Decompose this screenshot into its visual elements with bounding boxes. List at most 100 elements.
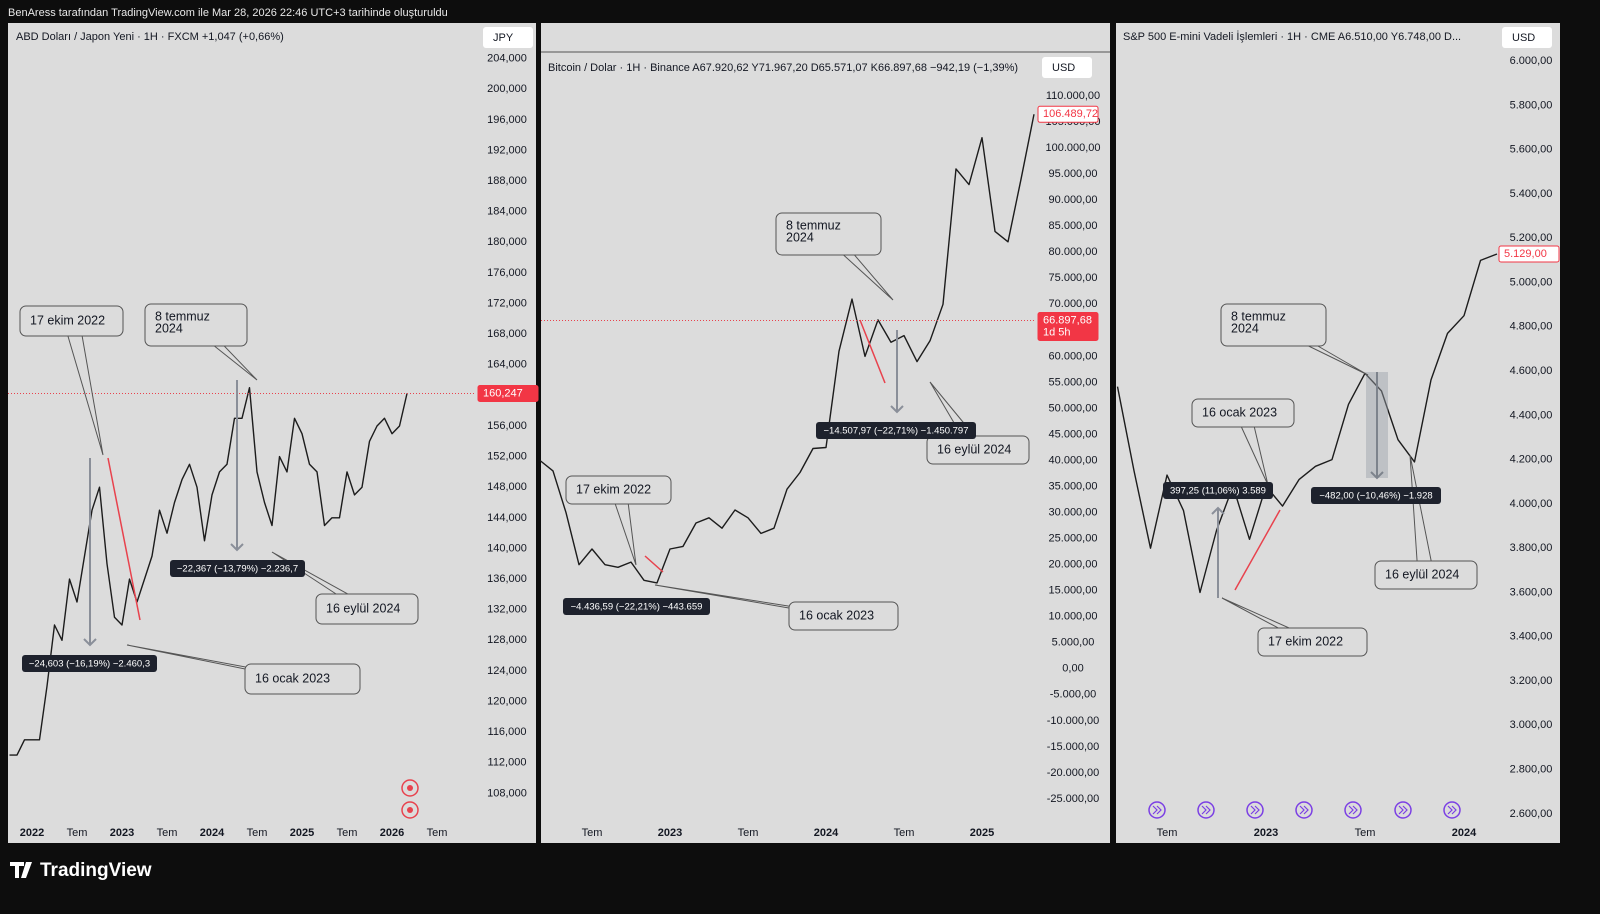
y-tick-label: 128,000 [487,634,527,646]
callout-pointer [654,584,852,617]
y-tick-label: 176,000 [487,267,527,279]
y-tick-label: -15.000,00 [1047,741,1100,753]
callout-box [19,305,124,337]
y-tick-label: 85.000,00 [1049,220,1098,232]
event-icon-arrow [1152,805,1162,815]
callout-text: 16 ocak 2023 [255,671,330,685]
callout-pointer [1409,454,1435,576]
measure-label: −482,00 (−10,46%) −1.928 [1319,491,1432,502]
measure-badge [1163,482,1273,499]
y-tick-label: 55.000,00 [1049,376,1098,388]
y-tick-label: 2.800,00 [1510,763,1553,775]
measure-label: −24,603 (−16,19%) −2.460,3 [29,659,150,670]
x-tick-label: 2024 [200,827,225,839]
trend-line [644,555,664,573]
y-tick-label: 3.400,00 [1510,631,1553,643]
y-tick-label: 100.000,00 [1045,142,1100,154]
callout-box [1257,627,1368,657]
trend-line [1234,509,1281,591]
last-price-label: 5.129,00 [1504,248,1547,260]
y-tick-label: 108,000 [487,787,527,799]
event-icon-arrow [1250,805,1260,815]
y-tick-label: 95.000,00 [1049,168,1098,180]
last-price-label: 106.489,72 [1043,108,1098,120]
panel-bg [8,23,536,843]
measure-badge [1311,487,1441,504]
x-tick-label: Tem [427,827,448,839]
x-tick-label: 2024 [1452,827,1477,839]
callout-pointer [820,233,894,301]
x-tick-label: Tem [738,827,759,839]
y-tick-label: 110.000,00 [1046,90,1100,102]
callout-box [775,212,882,256]
currency-label: USD [1512,32,1535,44]
x-tick-label: Tem [894,827,915,839]
currency-badge [1042,57,1092,78]
alert-icon [401,779,419,797]
chart-panel: S&P 500 E-mini Vadeli İşlemleri · 1H · C… [1116,23,1560,843]
chart-panel: ABD Doları / Japon Yeni · 1H · FXCM +1,0… [8,23,539,843]
y-tick-label: 196,000 [487,114,527,126]
callout-text: 2024 [1231,321,1259,335]
event-icon-arrow [1398,805,1408,815]
y-tick-label: 45.000,00 [1049,428,1098,440]
y-tick-label: 5.000,00 [1510,276,1553,288]
callout-text: 16 eylül 2024 [1385,567,1459,581]
y-tick-label: 10.000,00 [1049,611,1098,623]
last-price-badge [1037,105,1099,123]
callout-box [315,593,419,625]
y-tick-label: 168,000 [487,328,527,340]
measure-label: 397,25 (11,06%) 3.589 [1170,486,1266,497]
y-tick-label: 40.000,00 [1049,454,1098,466]
currency-badge [483,27,533,48]
x-tick-label: 2023 [658,827,682,839]
y-tick-label: 3.000,00 [1510,719,1553,731]
trend-line [859,319,886,384]
event-icon [1344,801,1362,819]
y-tick-label: 90.000,00 [1049,194,1098,206]
y-tick-label: 120,000 [487,695,527,707]
y-tick-label: 164,000 [487,359,527,371]
y-tick-label: 184,000 [487,206,527,218]
measure-arrow-head [230,543,244,552]
callout-box [1374,560,1478,590]
y-tick-label: 112,000 [488,757,527,769]
last-price-note: 1d 5h [1043,326,1071,338]
alert-icon-dot [407,785,413,791]
y-tick-label: 4.000,00 [1510,498,1553,510]
measure-arrow-head [890,405,904,414]
y-tick-label: 5.400,00 [1510,188,1553,200]
y-tick-label: 50.000,00 [1049,402,1098,414]
callout-text: 16 eylül 2024 [326,601,400,615]
y-tick-label: 3.200,00 [1510,675,1553,687]
y-tick-label: 132,000 [487,604,527,616]
chart-panel: Bitcoin / Dolar · 1H · Binance A67.920,6… [539,23,1110,843]
y-tick-label: -20.000,00 [1047,767,1100,779]
currency-badge [1502,27,1552,48]
y-tick-label: -5.000,00 [1050,689,1096,701]
event-icon-arrow [1348,805,1358,815]
callout-box [244,663,361,695]
y-tick-label: 5.800,00 [1510,99,1553,111]
y-tick-label: 20.000,00 [1049,559,1098,571]
y-tick-label: 60.000,00 [1049,350,1098,362]
credit: BenAress tarafından TradingView.com ile … [8,7,448,19]
x-tick-label: 2022 [20,827,44,839]
panel-bg [1116,23,1560,843]
y-tick-label: -25.000,00 [1047,793,1100,805]
y-tick-label: 75.000,00 [1049,272,1098,284]
logo-mark [10,862,32,878]
callout-box [788,601,899,631]
y-tick-label: 2.600,00 [1510,808,1553,820]
event-icon-arrow [1201,805,1211,815]
alert-icon-dot [407,807,413,813]
x-tick-label: 2025 [290,827,314,839]
callout-text: 8 temmuz [786,218,841,232]
callout-text: 17 ekim 2022 [576,482,651,496]
y-tick-label: 204,000 [487,53,527,65]
y-tick-label: 200,000 [487,83,527,95]
measure-label: −22,367 (−13,79%) −2.236,7 [177,564,298,575]
y-tick-label: 156,000 [487,420,527,432]
event-icon [1246,801,1264,819]
